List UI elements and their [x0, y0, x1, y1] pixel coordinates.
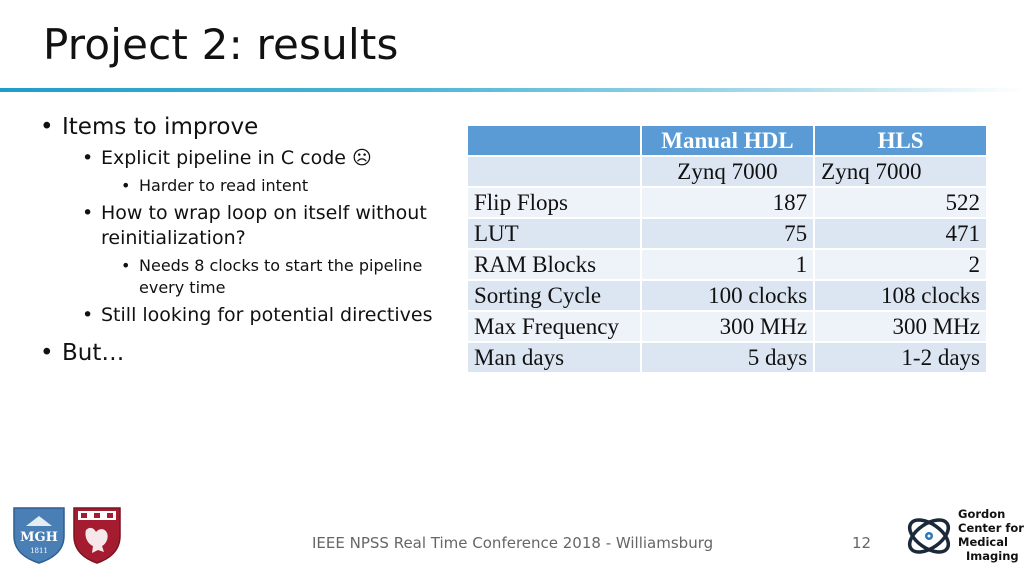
hms-shield-logo [73, 507, 121, 564]
table-subheader-row: Zynq 7000 Zynq 7000 [466, 155, 988, 188]
bullet-explicit-pipeline: Explicit pipeline in C code ☹ [40, 146, 460, 171]
bullet-items-to-improve: Items to improve [40, 112, 460, 142]
table-row: Sorting Cycle 100 clocks 108 clocks [466, 279, 988, 312]
mgh-logo-year: 1811 [30, 547, 48, 555]
gordon-line: Center for [958, 521, 1024, 535]
table-cell: Zynq 7000 [639, 155, 816, 188]
table-cell: 522 [813, 186, 988, 219]
table-header-cell: Manual HDL [639, 124, 816, 157]
table-cell: Man days [466, 341, 642, 374]
bullet-but: But… [40, 338, 460, 368]
gordon-center-logo [907, 518, 951, 554]
table-cell: Flip Flops [466, 186, 642, 219]
table-cell: 5 days [639, 341, 816, 374]
mgh-shield-logo: MGH 1811 [13, 507, 65, 564]
table-header-row: Manual HDL HLS [466, 124, 988, 157]
table-cell: 300 MHz [813, 310, 988, 343]
gordon-line: Gordon [958, 507, 1006, 521]
footer-text: IEEE NPSS Real Time Conference 2018 - Wi… [312, 534, 714, 552]
table-cell: 100 clocks [639, 279, 816, 312]
table-cell: 187 [639, 186, 816, 219]
page-number: 12 [852, 534, 872, 552]
table-cell: Sorting Cycle [466, 279, 642, 312]
slide-title: Project 2: results [43, 20, 399, 69]
gordon-line: Imaging [966, 549, 1019, 563]
bullet-wrap-loop: How to wrap loop on itself without reini… [40, 201, 460, 251]
gordon-line: Medical [958, 535, 1008, 549]
bullet-list: Items to improve Explicit pipeline in C … [40, 112, 460, 372]
table-cell: 108 clocks [813, 279, 988, 312]
table-cell: Zynq 7000 [813, 155, 988, 188]
title-divider [0, 88, 1024, 92]
table-cell: 1-2 days [813, 341, 988, 374]
table-cell: Max Frequency [466, 310, 642, 343]
table-row: LUT 75 471 [466, 217, 988, 250]
gordon-center-text: Gordon Center for Medical Imaging [958, 507, 1024, 563]
table-header-cell: HLS [813, 124, 988, 157]
table-cell: 2 [813, 248, 988, 281]
table-row: Max Frequency 300 MHz 300 MHz [466, 310, 988, 343]
table-cell: LUT [466, 217, 642, 250]
table-header-cell [466, 124, 642, 157]
table-cell: 300 MHz [639, 310, 816, 343]
table-cell [466, 155, 642, 188]
table-cell: 471 [813, 217, 988, 250]
bullet-needs-8-clocks: Needs 8 clocks to start the pipeline eve… [40, 255, 460, 299]
bullet-potential-directives: Still looking for potential directives [40, 303, 460, 328]
bullet-harder-to-read: Harder to read intent [40, 175, 460, 197]
table-row: Flip Flops 187 522 [466, 186, 988, 219]
mgh-logo-text: MGH [20, 530, 58, 545]
table-cell: 1 [639, 248, 816, 281]
results-table: Manual HDL HLS Zynq 7000 Zynq 7000 Flip … [466, 124, 988, 374]
table-row: Man days 5 days 1-2 days [466, 341, 988, 374]
table-cell: 75 [639, 217, 816, 250]
table-cell: RAM Blocks [466, 248, 642, 281]
table-row: RAM Blocks 1 2 [466, 248, 988, 281]
